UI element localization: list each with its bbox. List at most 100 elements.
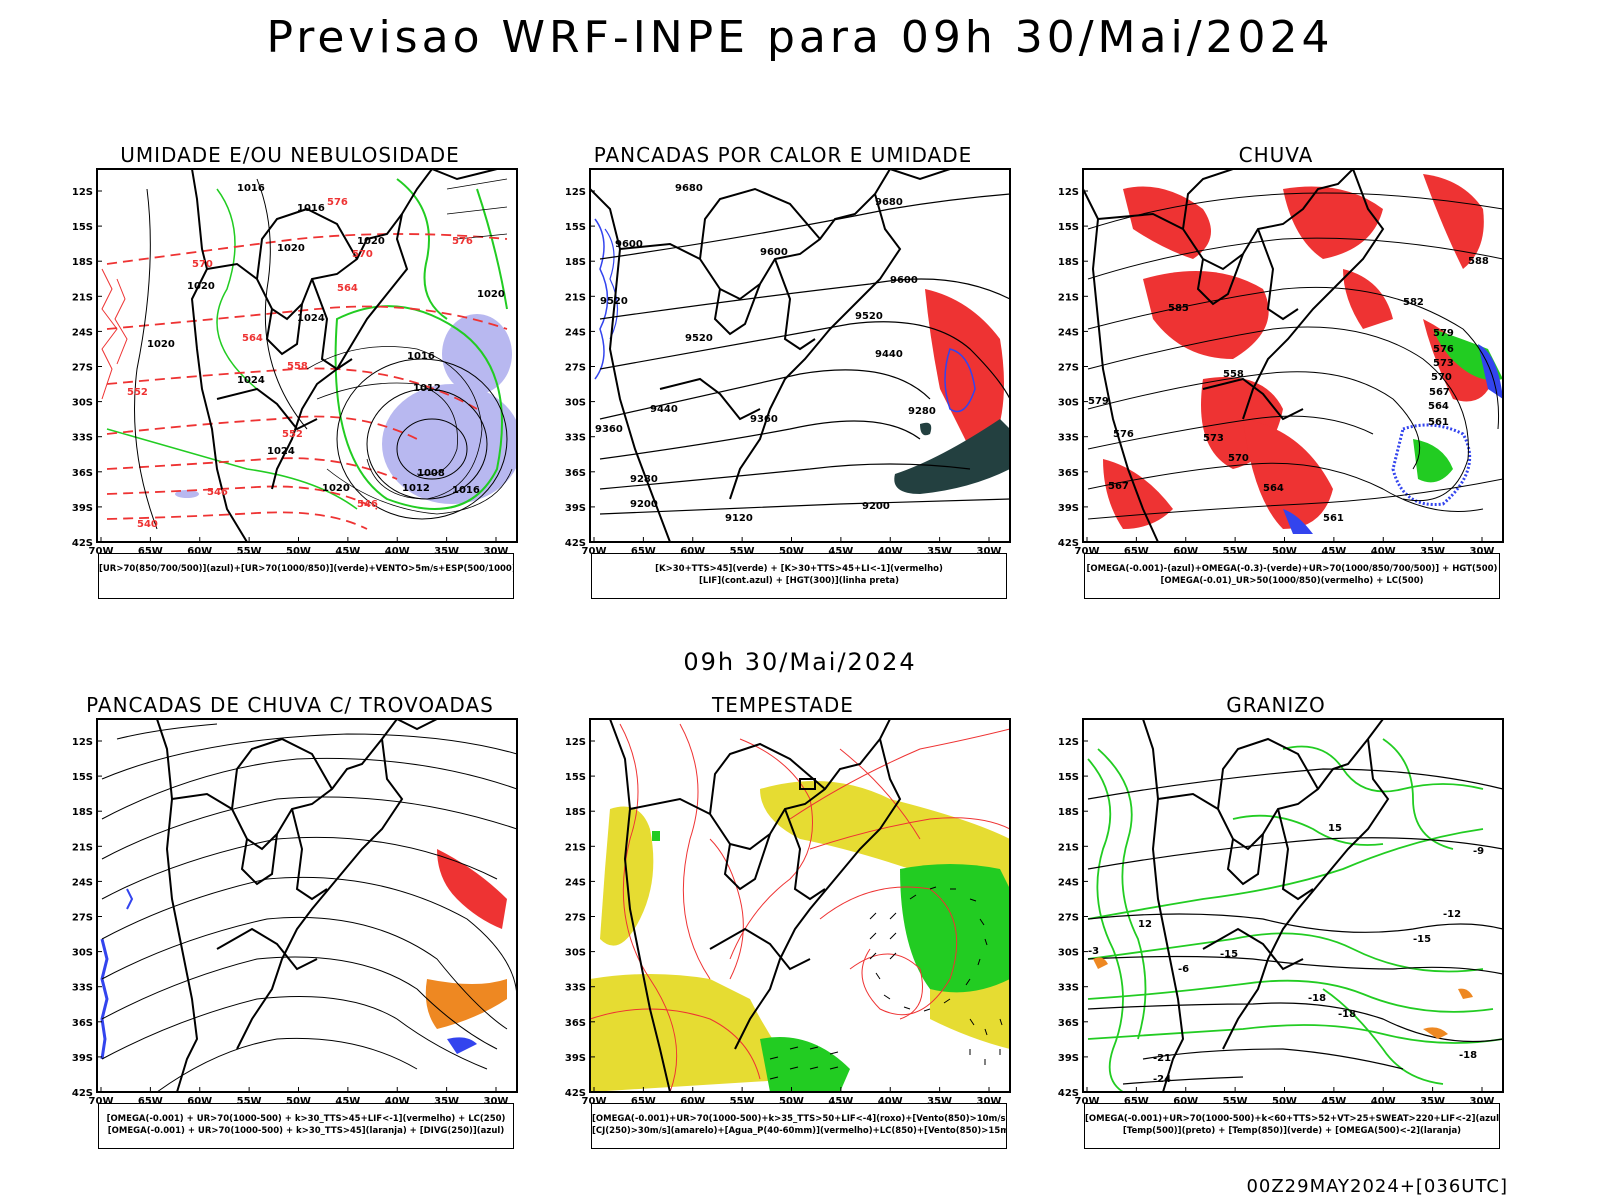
lon-tick-label: 65W — [631, 546, 656, 557]
lon-tick-label: 65W — [138, 1096, 163, 1107]
wind-streamlines — [306, 178, 513, 515]
lon-tick-label: 65W — [1124, 1096, 1149, 1107]
contour-label: 1020 — [277, 243, 305, 254]
lon-tick-label: 30W — [1470, 1096, 1495, 1107]
contour-label: 1012 — [413, 383, 441, 394]
lat-tick-label: 36S — [72, 1018, 93, 1029]
rain-area — [1143, 271, 1269, 359]
map-frame — [96, 168, 518, 543]
panel-tempestade: TEMPESTADE — [553, 693, 1013, 1183]
storm-shading — [100, 849, 507, 1060]
land-borders — [609, 719, 902, 1092]
panel-legend: [K>30+TTS>45](verde) + [K>30+TTS>45+LI<-… — [591, 553, 1007, 599]
lat-axis: 12S 15S 18S 21S 24S 27S 30S 33S 36S 39S 42S — [565, 187, 595, 549]
lat-axis: 12S 15S 18S 21S 24S 27S 30S 33S 36S 39S 42S — [72, 737, 102, 1099]
lat-tick-label: 27S — [72, 363, 93, 374]
lat-tick-label: 18S — [565, 257, 586, 268]
streamlines-250 — [101, 723, 517, 1092]
lon-tick-label: 45W — [828, 546, 853, 557]
lon-tick-label: 50W — [286, 546, 311, 557]
contour-label: -24 — [1153, 1074, 1171, 1085]
lon-tick-label: 35W — [927, 1096, 952, 1107]
lat-tick-label: 42S — [1058, 1088, 1079, 1099]
contour-label: 12 — [1138, 919, 1152, 930]
contour-label: 9680 — [675, 183, 703, 194]
land-borders — [156, 719, 438, 1092]
contour-label: 558 — [1223, 369, 1244, 380]
lat-tick-label: 33S — [565, 433, 586, 444]
contour-label: 1016 — [297, 203, 325, 214]
contour-label: -18 — [1308, 993, 1326, 1004]
contour-label: 564 — [337, 283, 358, 294]
subtitle-datetime: 09h 30/Mai/2024 — [683, 648, 917, 676]
lon-tick-label: 65W — [1124, 546, 1149, 557]
green-humidity-contour — [334, 305, 503, 510]
lif-contour — [594, 218, 609, 380]
contour-label: 9440 — [650, 404, 678, 415]
contour-label: 1020 — [322, 483, 350, 494]
land-borders — [590, 169, 951, 542]
contour-label: -21 — [1153, 1053, 1171, 1064]
contour-label: -9 — [1473, 846, 1484, 857]
lat-tick-label: 42S — [1058, 538, 1079, 549]
legend-line: [CJ(250)>30m/s](amarelo)+[Agua_P(40-60mm… — [592, 1126, 1006, 1136]
divergence-contour — [100, 938, 109, 1060]
pressure-contours — [134, 178, 508, 530]
contour-label: 15 — [1328, 823, 1342, 834]
lon-tick-label: 40W — [1371, 1096, 1396, 1107]
lon-tick-label: 60W — [1173, 1096, 1198, 1107]
lat-tick-label: 39S — [72, 1053, 93, 1064]
map-pancadas-trovoadas: 12S 15S 18S 21S 24S 27S 30S 33S 36S 39S 42S 70W 65W… — [72, 718, 518, 1107]
lat-tick-label: 15S — [565, 222, 586, 233]
lat-tick-label: 24S — [72, 327, 93, 338]
panel-title: PANCADAS DE CHUVA C/ TROVOADAS — [86, 693, 494, 717]
lat-axis: 12S 15S 18S 21S 24S 27S 30S 33S 36S 39S 42S — [1058, 187, 1088, 549]
lon-tick-label: 55W — [237, 1096, 262, 1107]
contour-label: -3 — [1088, 946, 1099, 957]
contour-label: 1020 — [477, 289, 505, 300]
lat-tick-label: 15S — [565, 772, 586, 783]
lon-tick-label: 70W — [582, 1096, 607, 1107]
lat-tick-label: 18S — [1058, 257, 1079, 268]
dark-instability-area — [894, 419, 1010, 494]
main-title: Previsao WRF-INPE para 09h 30/Mai/2024 — [266, 12, 1334, 63]
lon-tick-label: 60W — [680, 1096, 705, 1107]
contour-label: -18 — [1338, 1009, 1356, 1020]
orange-storm-area — [425, 979, 507, 1029]
contour-label: 567 — [1108, 481, 1129, 492]
temp850-contours — [1087, 738, 1503, 1092]
map-frame — [96, 718, 518, 1093]
contour-label-group: 12 -15 -18 -21 -24 -15 -18 -12 -9 -3 -6 … — [1088, 823, 1484, 1085]
contour-label: -18 — [1459, 1050, 1477, 1061]
red-instability-area — [925, 289, 1004, 449]
contour-label: -15 — [1413, 934, 1431, 945]
contour-label: 1024 — [237, 375, 265, 386]
map-tempestade: 12S 15S 18S 21S 24S 27S 30S 33S 36S 39S 42S 70W 65W… — [565, 718, 1011, 1107]
instability-shading — [594, 218, 1010, 494]
lat-tick-label: 18S — [1058, 807, 1079, 818]
lat-tick-label: 27S — [72, 913, 93, 924]
map-frame — [589, 718, 1011, 1093]
lat-tick-label: 21S — [1058, 292, 1079, 303]
hgt500-streamlines — [1087, 192, 1503, 520]
lat-tick-label: 21S — [72, 842, 93, 853]
contour-label: 9600 — [760, 247, 788, 258]
lon-tick-label: 40W — [385, 1096, 410, 1107]
contour-label: 546 — [357, 499, 378, 510]
lon-tick-label: 55W — [1223, 1096, 1248, 1107]
legend-line: [OMEGA(-0.001) + UR>70(1000-500) + k>30_… — [107, 1126, 505, 1136]
lat-tick-label: 36S — [72, 468, 93, 479]
contour-label: 579 — [1433, 328, 1454, 339]
contour-label: 9280 — [908, 406, 936, 417]
lat-tick-label: 30S — [565, 948, 586, 959]
contour-label: -6 — [1178, 964, 1189, 975]
lon-tick-label: 60W — [187, 546, 212, 557]
lat-tick-label: 15S — [1058, 772, 1079, 783]
lat-tick-label: 12S — [1058, 737, 1079, 748]
jet-shading — [590, 781, 1010, 1092]
contour-label: 1024 — [297, 313, 325, 324]
rain-shading — [1103, 174, 1493, 529]
contour-label: 576 — [327, 197, 348, 208]
lon-tick-label: 65W — [631, 1096, 656, 1107]
lon-tick-label: 60W — [680, 546, 705, 557]
